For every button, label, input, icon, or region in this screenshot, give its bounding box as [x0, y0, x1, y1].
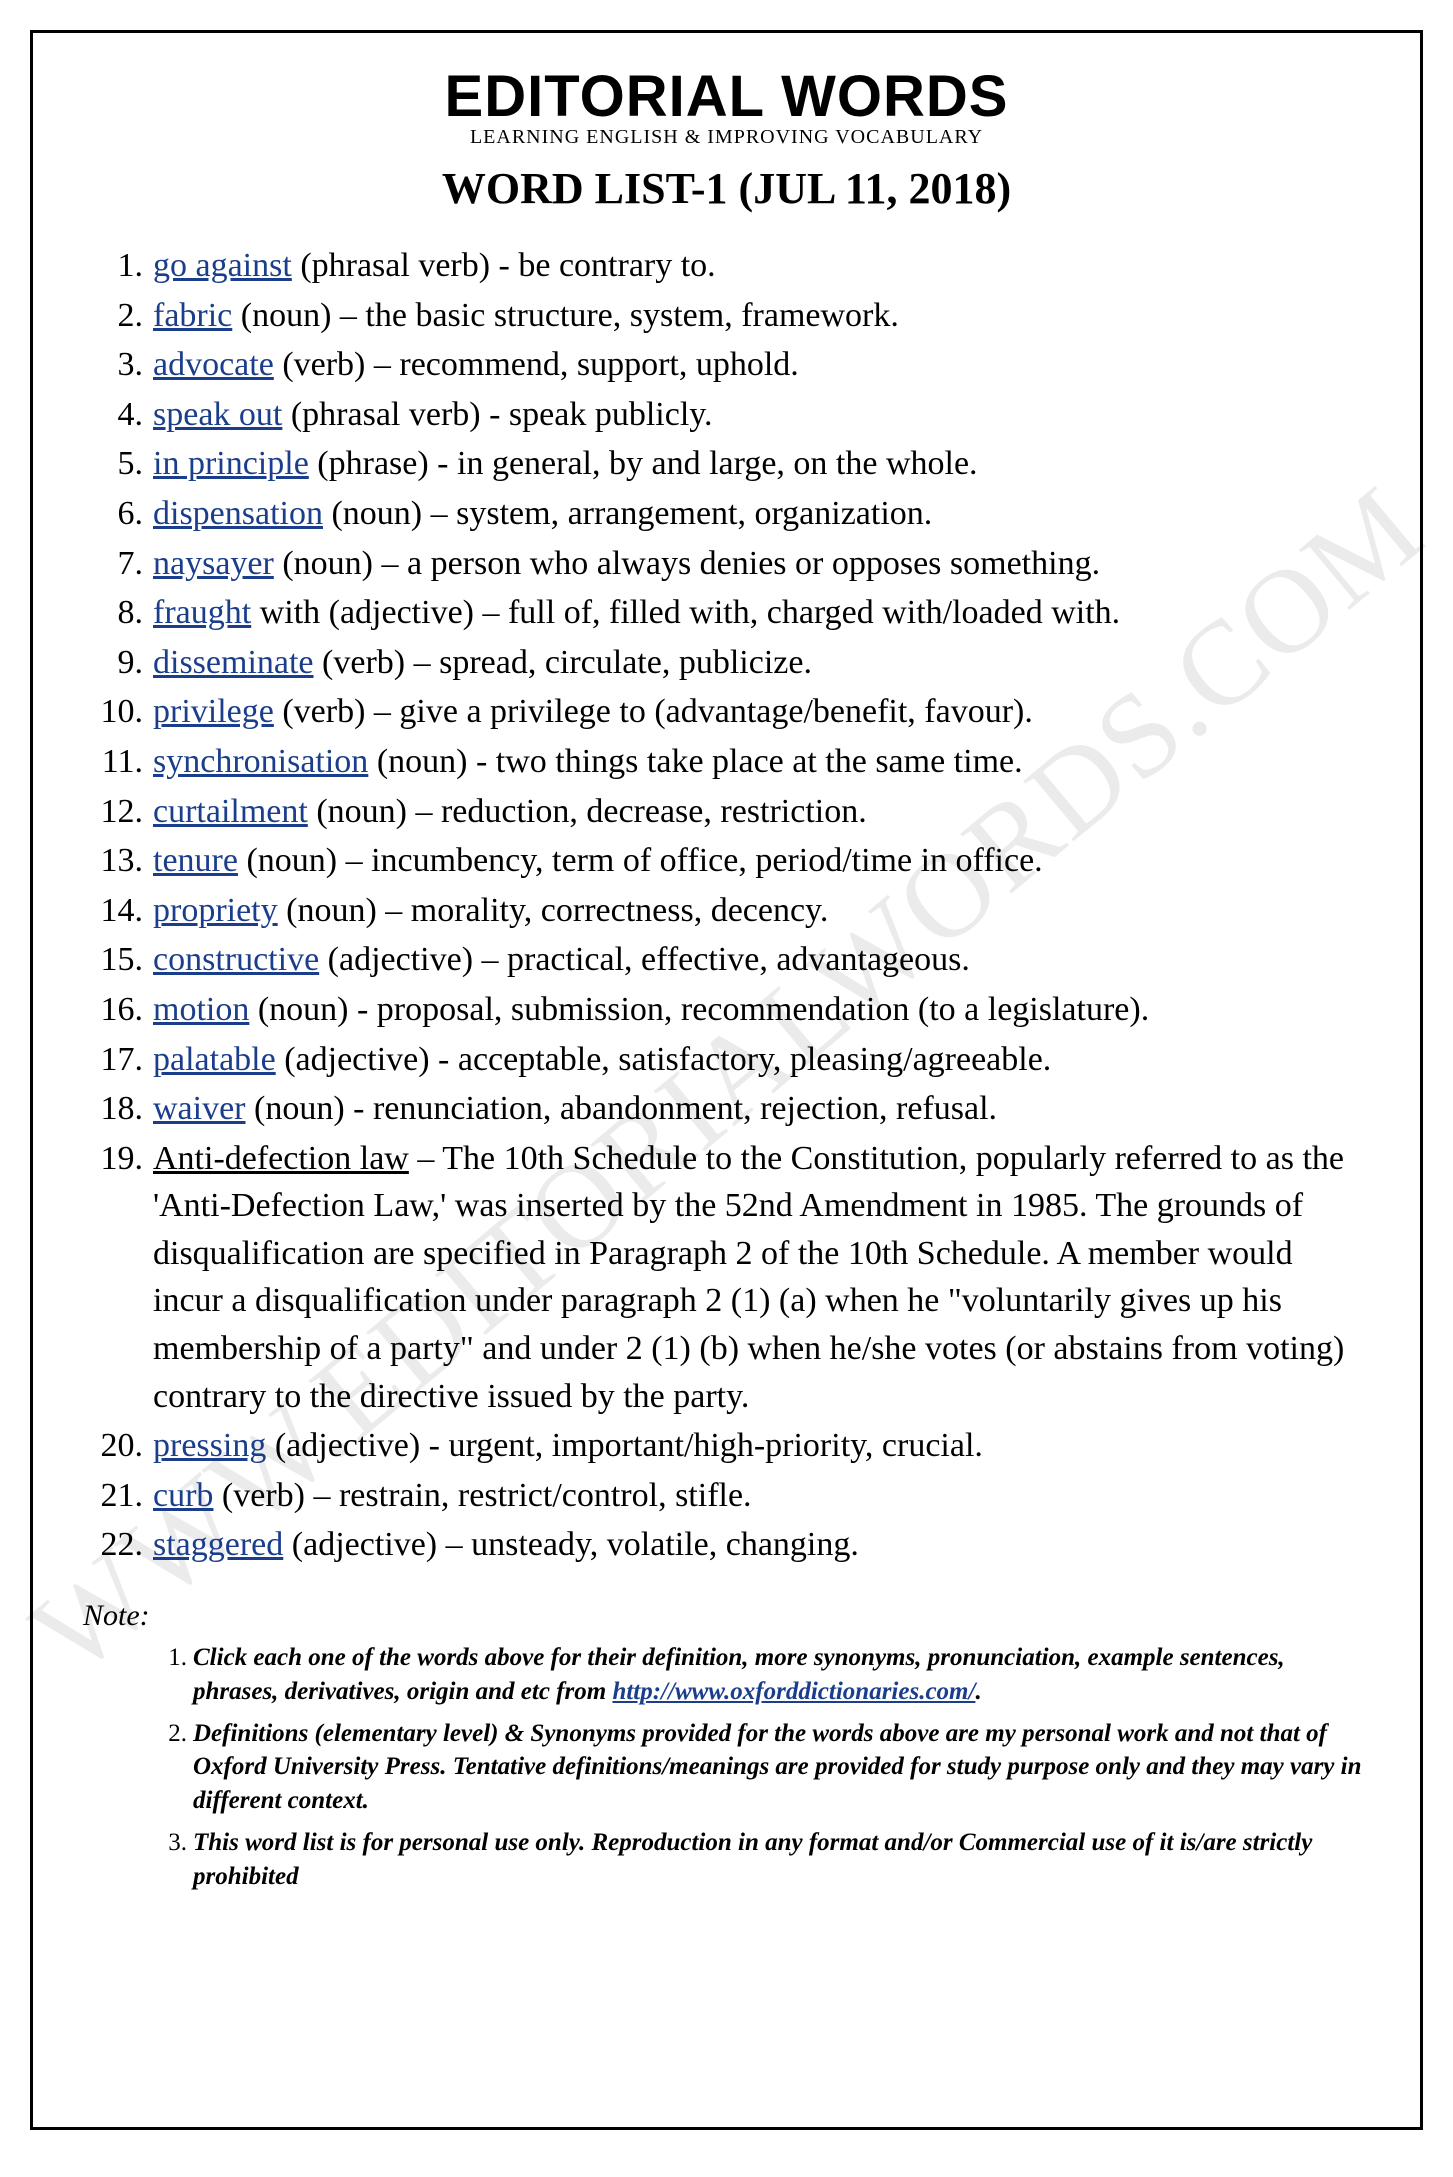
word-term-link[interactable]: dispensation	[153, 495, 323, 532]
word-definition: (adjective) - urgent, important/high-pri…	[266, 1427, 983, 1464]
word-term-link[interactable]: curtailment	[153, 793, 308, 830]
word-definition: (phrasal verb) - be contrary to.	[292, 247, 716, 284]
word-definition: (verb) – restrain, restrict/control, sti…	[213, 1477, 751, 1514]
list-title: WORD LIST-1 (JUL 11, 2018)	[83, 163, 1370, 214]
note-list: Click each one of the words above for th…	[83, 1641, 1370, 1893]
word-term-link[interactable]: disseminate	[153, 644, 314, 681]
word-item: privilege (verb) – give a privilege to (…	[143, 688, 1370, 736]
note-url-link[interactable]: http://www.oxforddictionaries.com/	[612, 1678, 975, 1705]
word-definition: (noun) - renunciation, abandonment, reje…	[246, 1090, 998, 1127]
word-definition: (noun) - proposal, submission, recommend…	[249, 991, 1149, 1028]
word-item: advocate (verb) – recommend, support, up…	[143, 341, 1370, 389]
word-item: propriety (noun) – morality, correctness…	[143, 887, 1370, 935]
word-term-link[interactable]: motion	[153, 991, 249, 1028]
word-item: staggered (adjective) – unsteady, volati…	[143, 1521, 1370, 1569]
word-definition: (verb) – give a privilege to (advantage/…	[274, 693, 1033, 730]
word-definition: (adjective) – full of, filled with, char…	[320, 594, 1120, 631]
word-term-link[interactable]: naysayer	[153, 545, 274, 582]
word-item: speak out (phrasal verb) - speak publicl…	[143, 391, 1370, 439]
word-term-link[interactable]: staggered	[153, 1526, 283, 1563]
word-term-link[interactable]: synchronisation	[153, 743, 368, 780]
word-term-link[interactable]: fabric	[153, 297, 232, 334]
word-term-link[interactable]: constructive	[153, 941, 319, 978]
word-term-link[interactable]: privilege	[153, 693, 274, 730]
word-term-link[interactable]: palatable	[153, 1041, 276, 1078]
word-item: naysayer (noun) – a person who always de…	[143, 540, 1370, 588]
word-term-link[interactable]: propriety	[153, 892, 278, 929]
note-text: This word list is for personal use only.…	[193, 1829, 1312, 1890]
word-item: Anti-defection law – The 10th Schedule t…	[143, 1135, 1370, 1421]
word-item: in principle (phrase) - in general, by a…	[143, 440, 1370, 488]
word-term-link[interactable]: tenure	[153, 842, 238, 879]
word-term-link[interactable]: pressing	[153, 1427, 266, 1464]
word-definition: (verb) – recommend, support, uphold.	[274, 346, 799, 383]
word-item: go against (phrasal verb) - be contrary …	[143, 242, 1370, 290]
note-item: Click each one of the words above for th…	[193, 1641, 1370, 1709]
word-definition: (adjective) – unsteady, volatile, changi…	[283, 1526, 859, 1563]
word-term-link[interactable]: in principle	[153, 445, 309, 482]
word-definition: (adjective) - acceptable, satisfactory, …	[276, 1041, 1052, 1078]
word-term-link[interactable]: go against	[153, 247, 292, 284]
word-item: dispensation (noun) – system, arrangemen…	[143, 490, 1370, 538]
word-item: motion (noun) - proposal, submission, re…	[143, 986, 1370, 1034]
word-definition: (verb) – spread, circulate, publicize.	[314, 644, 812, 681]
brand-title: EDITORIAL WORDS	[83, 63, 1370, 130]
word-term-link[interactable]: speak out	[153, 396, 282, 433]
word-definition: (adjective) – practical, effective, adva…	[319, 941, 970, 978]
word-definition: (noun) – morality, correctness, decency.	[278, 892, 829, 929]
word-definition: (phrasal verb) - speak publicly.	[282, 396, 712, 433]
word-definition: (noun) – reduction, decrease, restrictio…	[308, 793, 867, 830]
brand-subtitle: LEARNING ENGLISH & IMPROVING VOCABULARY	[83, 126, 1370, 149]
word-definition: (noun) – system, arrangement, organizati…	[323, 495, 932, 532]
note-text-post: .	[975, 1678, 981, 1705]
word-item: curtailment (noun) – reduction, decrease…	[143, 788, 1370, 836]
word-definition: (noun) – the basic structure, system, fr…	[232, 297, 899, 334]
word-definition: (phrase) - in general, by and large, on …	[309, 445, 978, 482]
word-extra: with	[251, 594, 320, 631]
word-term-link[interactable]: fraught	[153, 594, 251, 631]
word-definition: (noun) – incumbency, term of office, per…	[238, 842, 1043, 879]
word-term-link[interactable]: advocate	[153, 346, 274, 383]
word-list: go against (phrasal verb) - be contrary …	[83, 242, 1370, 1569]
word-term-link[interactable]: curb	[153, 1477, 213, 1514]
word-definition: – The 10th Schedule to the Constitution,…	[153, 1140, 1344, 1415]
word-item: pressing (adjective) - urgent, important…	[143, 1422, 1370, 1470]
word-item: fraught with (adjective) – full of, fill…	[143, 589, 1370, 637]
note-section: Note: Click each one of the words above …	[83, 1599, 1370, 1893]
word-item: constructive (adjective) – practical, ef…	[143, 936, 1370, 984]
word-term-link[interactable]: waiver	[153, 1090, 246, 1127]
word-term: Anti-defection law	[153, 1140, 409, 1177]
word-item: palatable (adjective) - acceptable, sati…	[143, 1036, 1370, 1084]
word-item: curb (verb) – restrain, restrict/control…	[143, 1472, 1370, 1520]
word-definition: (noun) – a person who always denies or o…	[274, 545, 1100, 582]
word-item: fabric (noun) – the basic structure, sys…	[143, 292, 1370, 340]
note-text: Definitions (elementary level) & Synonym…	[193, 1720, 1362, 1815]
word-definition: (noun) - two things take place at the sa…	[368, 743, 1022, 780]
note-item: This word list is for personal use only.…	[193, 1826, 1370, 1894]
word-item: disseminate (verb) – spread, circulate, …	[143, 639, 1370, 687]
word-item: synchronisation (noun) - two things take…	[143, 738, 1370, 786]
document-page: WWW.EDITORIALWORDS.COM EDITORIAL WORDS L…	[30, 30, 1423, 2130]
word-item: waiver (noun) - renunciation, abandonmen…	[143, 1085, 1370, 1133]
header: EDITORIAL WORDS LEARNING ENGLISH & IMPRO…	[83, 63, 1370, 214]
note-item: Definitions (elementary level) & Synonym…	[193, 1717, 1370, 1818]
word-item: tenure (noun) – incumbency, term of offi…	[143, 837, 1370, 885]
note-heading: Note:	[83, 1599, 1370, 1633]
